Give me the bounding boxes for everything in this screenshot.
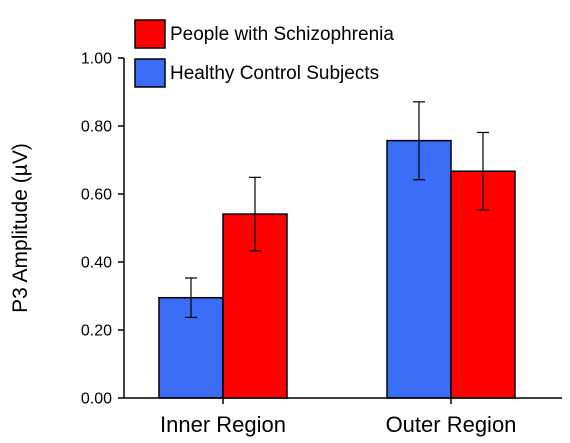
legend: People with Schizophrenia Healthy Control… <box>134 19 394 88</box>
x-category-label: Inner Region <box>160 412 286 437</box>
legend-label-schizophrenia: People with Schizophrenia <box>170 24 394 45</box>
y-axis-title: P3 Amplitude (µV) <box>9 143 32 313</box>
y-tick-label: 0.40 <box>81 255 112 272</box>
x-category-label: Outer Region <box>386 412 517 437</box>
y-tick-label: 0.60 <box>81 187 112 204</box>
legend-swatch-schizophrenia <box>134 19 166 49</box>
y-tick-label: 0.00 <box>81 391 112 408</box>
y-tick-label: 1.00 <box>81 51 112 68</box>
legend-swatch-healthy <box>134 58 166 88</box>
bars-group <box>158 139 516 399</box>
axes-group: 0.00 0.20 0.40 0.60 0.80 1.00 Inner Region Oute… <box>81 51 562 437</box>
y-tick-label: 0.80 <box>81 119 112 136</box>
error-bars-group <box>185 101 489 319</box>
legend-label-healthy: Healthy Control Subjects <box>170 63 379 84</box>
y-tick-label: 0.20 <box>81 323 112 340</box>
